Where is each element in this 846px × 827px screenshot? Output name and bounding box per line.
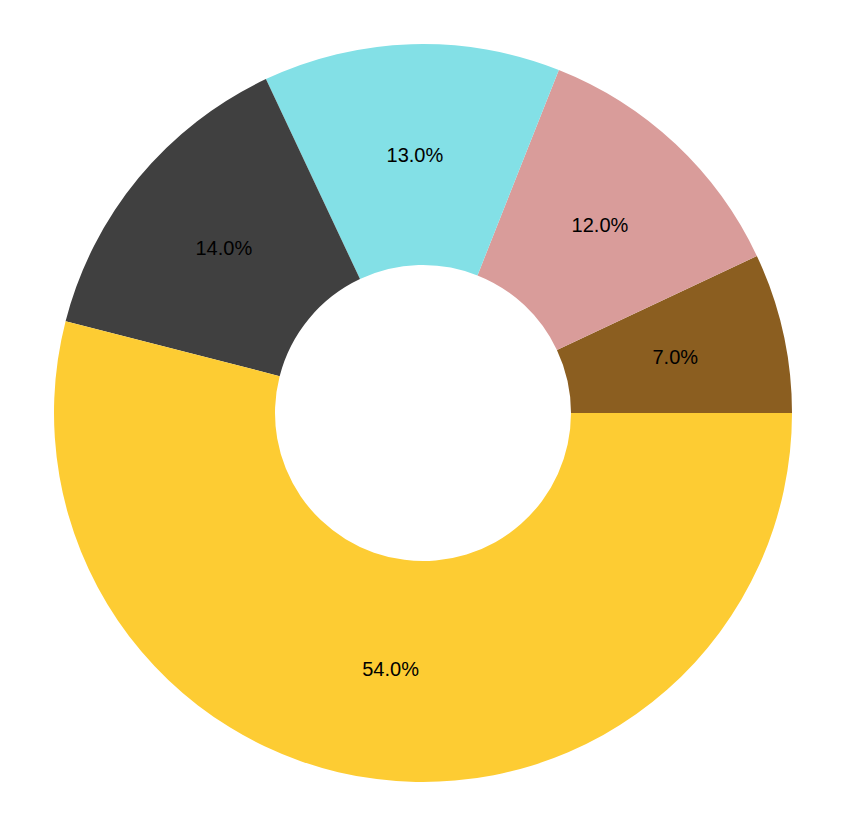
- slice: [54, 321, 792, 782]
- slice: [66, 79, 360, 376]
- data-label: 14.0%: [195, 237, 252, 259]
- data-label: 7.0%: [652, 346, 698, 368]
- donut: 7.0% 12.0% 13.0% 14.0% 54.0%: [54, 44, 792, 782]
- data-label: 13.0%: [387, 144, 444, 166]
- data-label: 54.0%: [362, 658, 419, 680]
- data-label: 12.0%: [572, 214, 629, 236]
- chart: 7.0% 12.0% 13.0% 14.0% 54.0%: [0, 0, 846, 827]
